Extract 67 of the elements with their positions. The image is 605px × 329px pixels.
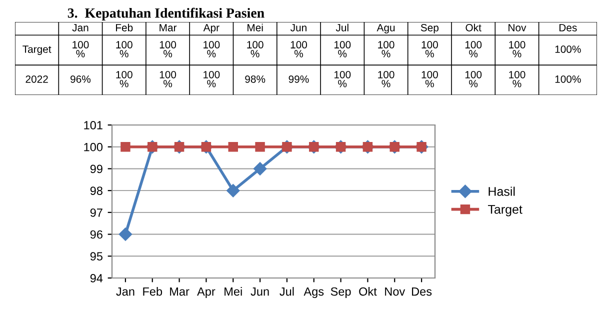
data-label: 100%	[422, 41, 438, 58]
category-label: Jun	[290, 24, 306, 32]
legend-label: Target	[488, 205, 522, 216]
x-tick-label: Okt	[359, 287, 377, 296]
y-tick-label: 99	[90, 164, 102, 174]
y-tick-label: 94	[90, 274, 103, 282]
category-label: Sep	[420, 24, 439, 34]
point	[228, 142, 238, 152]
x-tick-label: Apr	[197, 287, 216, 298]
x-tick-label: Jun	[250, 287, 269, 296]
data-label: 100%	[465, 41, 482, 58]
y-tick-label: 97	[90, 208, 102, 217]
x-tick-label: Nov	[385, 287, 406, 296]
category-label: Des	[559, 24, 577, 32]
data-label: 100%	[509, 41, 526, 58]
y-tick-label: 96	[90, 230, 102, 239]
x-tick-label: Mei	[224, 287, 242, 296]
category-label: Feb	[116, 24, 133, 32]
x-tick-label: Sep	[330, 287, 351, 298]
data-label: 100%	[465, 70, 482, 88]
category-label: Okt	[466, 24, 482, 32]
data-label: 100%	[334, 70, 351, 88]
data-label: 100%	[72, 41, 89, 58]
data-label: 100%	[555, 75, 581, 83]
data-label: 100%	[378, 70, 394, 88]
y-tick-label: 98	[90, 186, 102, 195]
text: 2022	[26, 75, 48, 83]
x-tick-label: Jan	[116, 287, 134, 296]
data-label: 99%	[288, 75, 309, 83]
x-tick-label: Jul	[280, 287, 294, 296]
category-label: Mei	[248, 24, 263, 32]
x-tick-label: Ags	[304, 287, 324, 298]
y-tick-label: 100	[84, 142, 103, 152]
point	[255, 142, 265, 152]
x-tick-label: Feb	[143, 287, 162, 296]
data-label: 98%	[245, 75, 266, 83]
data-label: 100%	[290, 41, 308, 58]
point	[253, 162, 267, 176]
data-label: 100%	[422, 70, 438, 88]
y-tick-label: 95	[90, 252, 102, 261]
data-label: 96%	[70, 75, 91, 83]
data-label: 100%	[204, 41, 220, 58]
legend-label: Hasil	[488, 186, 515, 196]
point	[118, 228, 132, 241]
data-label: 100%	[509, 70, 526, 88]
data-label: 100%	[247, 41, 264, 58]
data-label: 100%	[116, 70, 132, 88]
x-tick-label: Mar	[170, 287, 190, 296]
category-label: Agu	[376, 24, 395, 34]
text: Target	[22, 46, 52, 55]
category-label: Jan	[72, 24, 88, 32]
x-tick-label: Des	[412, 287, 432, 296]
category-label: Nov	[508, 24, 526, 32]
data-label: 100%	[160, 41, 176, 58]
category-label: Mar	[160, 24, 177, 32]
data-label: 100%	[334, 41, 351, 58]
data-label: 100%	[160, 70, 176, 88]
data-label: 100%	[555, 46, 581, 53]
text: 3. Kepatuhan Identifikasi Pasien	[68, 8, 264, 21]
data-label: 100%	[116, 41, 132, 58]
point	[226, 184, 240, 198]
category-label: Apr	[203, 24, 220, 34]
y-tick-label: 101	[84, 121, 102, 130]
data-label: 100%	[378, 41, 394, 58]
data-label: 100%	[204, 70, 220, 88]
point	[120, 142, 130, 152]
category-label: Jul	[336, 24, 348, 32]
